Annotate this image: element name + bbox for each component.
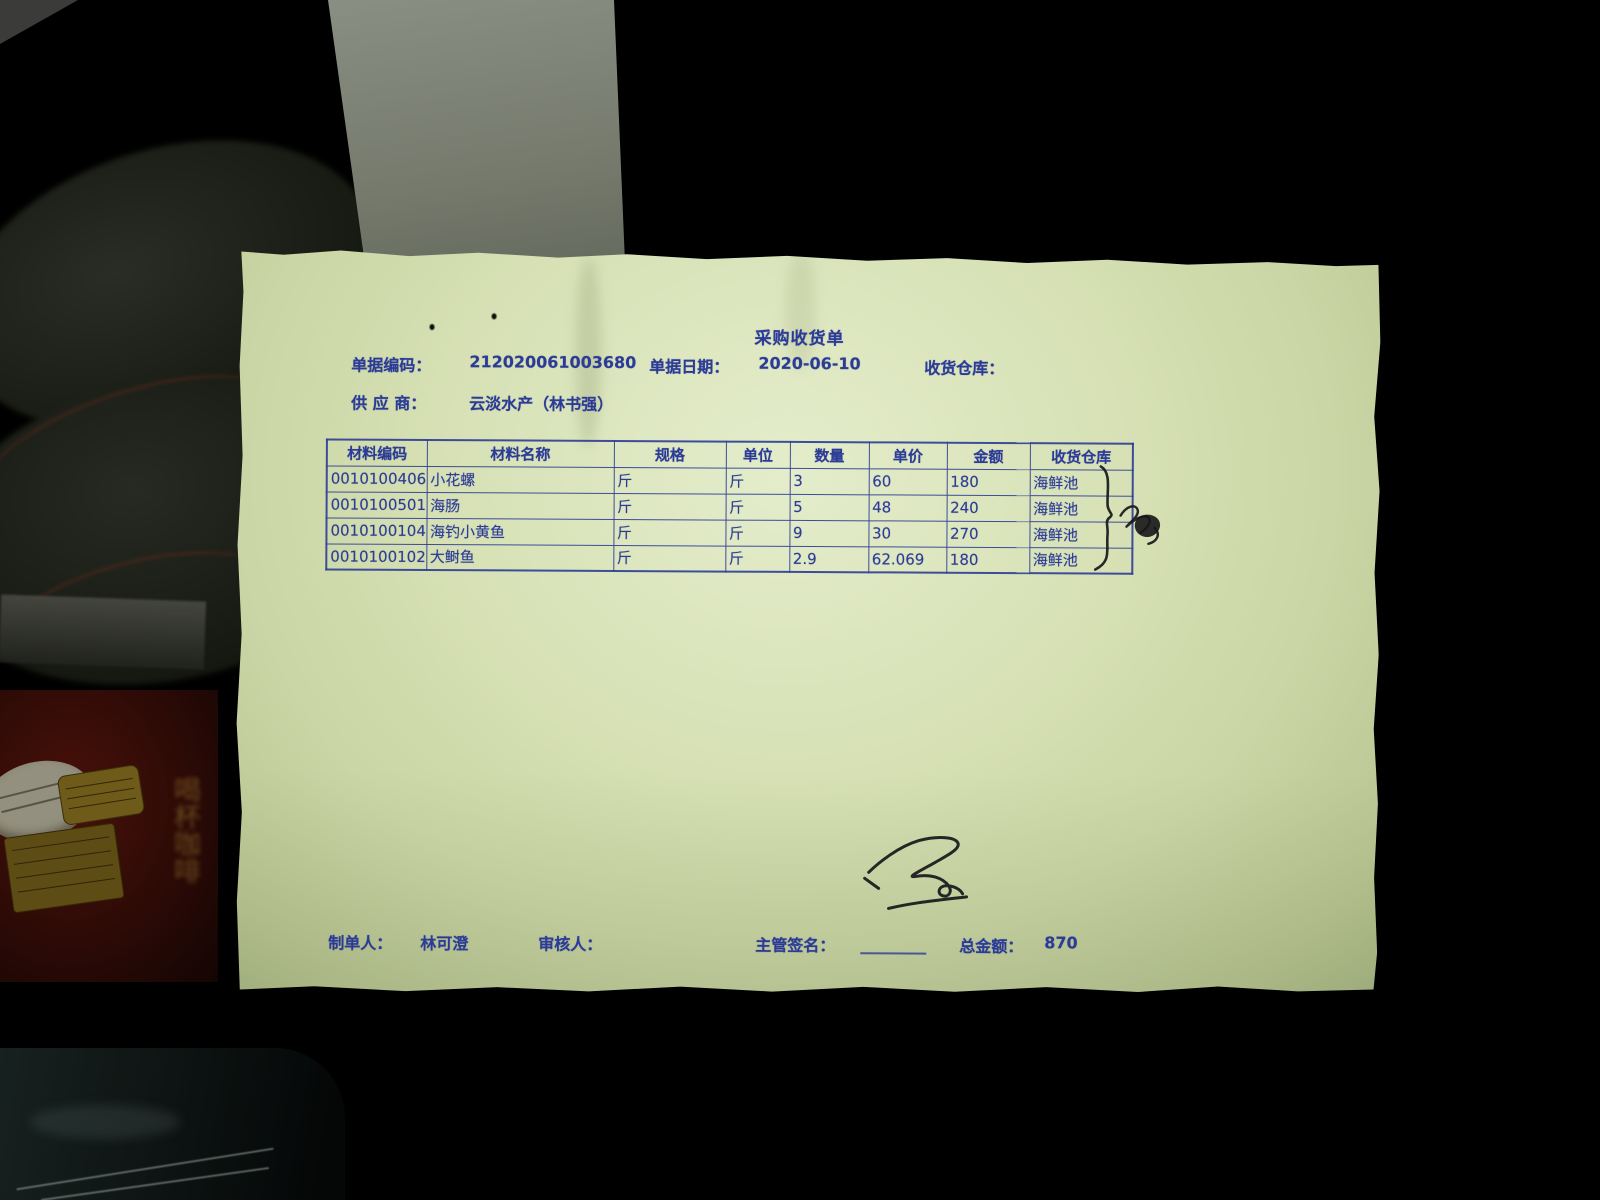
nutrition-panel <box>3 822 125 914</box>
package-vertical-text: 喝杯咖啡 <box>169 776 200 884</box>
cell-price: 62.069 <box>868 546 946 572</box>
col-header: 规格 <box>614 441 726 468</box>
cell-unit: 斤 <box>725 546 789 572</box>
cell-material-name: 小花螺 <box>427 466 614 493</box>
reflection-smudge <box>30 1105 180 1139</box>
handwritten-brace-note <box>1082 463 1178 573</box>
col-header: 单价 <box>869 442 947 468</box>
page-title: 采购收货单 <box>754 328 845 350</box>
cell-unit: 斤 <box>726 468 790 494</box>
wrapped-object <box>0 1048 345 1200</box>
signature-blank-line <box>860 934 926 954</box>
doc-code-value: 212020061003680 <box>469 352 637 373</box>
supplier-label: 供 应 商： <box>351 393 427 413</box>
cell-material-code: 0010100102 <box>326 543 426 570</box>
total-label: 总金额： <box>959 936 1024 957</box>
cell-qty: 9 <box>789 520 868 546</box>
cell-amount: 240 <box>947 495 1030 521</box>
handwritten-signature <box>856 828 996 921</box>
cell-material-name: 大鲥鱼 <box>426 544 613 571</box>
table-row: 0010100102 大鲥鱼 斤 斤 2.9 62.069 180 海鲜池 <box>326 543 1132 573</box>
cell-unit: 斤 <box>725 520 789 546</box>
col-header: 材料名称 <box>427 440 614 467</box>
col-header: 单位 <box>726 442 790 468</box>
total-value: 870 <box>1044 933 1078 953</box>
cell-amount: 180 <box>946 547 1029 573</box>
doc-date-label: 单据日期： <box>649 357 730 377</box>
cell-amount: 180 <box>947 469 1030 495</box>
cell-qty: 2.9 <box>789 546 868 572</box>
preparer-value: 林可澄 <box>420 933 469 954</box>
cell-material-name: 海肠 <box>427 492 614 519</box>
cell-spec: 斤 <box>613 545 725 572</box>
cell-material-code: 0010100406 <box>327 465 427 492</box>
items-table: 材料编码 材料名称 规格 单位 数量 单价 金额 收货仓库 0010100406… <box>325 438 1134 574</box>
paper-hole <box>430 324 435 330</box>
cell-unit: 斤 <box>726 494 790 520</box>
doc-code-label: 单据编码： <box>351 355 432 376</box>
cell-qty: 5 <box>790 494 869 520</box>
doc-date-value: 2020-06-10 <box>758 353 861 374</box>
cell-material-code: 0010100501 <box>327 491 427 518</box>
cell-price: 48 <box>869 494 947 520</box>
col-header: 金额 <box>947 443 1030 469</box>
preparer-label: 制单人： <box>328 933 393 953</box>
cell-spec: 斤 <box>614 493 726 520</box>
paper-hole <box>492 313 497 319</box>
cell-material-name: 海钓小黄鱼 <box>426 518 613 545</box>
cell-spec: 斤 <box>613 519 725 546</box>
col-header: 材料编码 <box>327 439 427 466</box>
cell-price: 30 <box>868 520 946 546</box>
col-header: 数量 <box>790 442 869 468</box>
reviewer-label: 审核人： <box>538 934 603 954</box>
manager-sign-label: 主管签名： <box>755 935 836 956</box>
cell-price: 60 <box>869 468 947 494</box>
cell-qty: 3 <box>790 468 869 494</box>
supplier-value: 云淡水产（林书强） <box>469 394 614 414</box>
cell-spec: 斤 <box>614 467 726 494</box>
shelf-edge <box>0 594 207 670</box>
receipt-paper: 采购收货单 单据编码： 212020061003680 单据日期： 2020-0… <box>234 247 1382 997</box>
paper-crease <box>785 250 816 370</box>
cell-amount: 270 <box>946 521 1029 547</box>
coffee-package: 喝杯咖啡 <box>0 690 218 982</box>
wall-corner <box>0 0 78 44</box>
cell-material-code: 0010100104 <box>326 517 426 544</box>
warehouse-label: 收货仓库： <box>924 358 1005 379</box>
